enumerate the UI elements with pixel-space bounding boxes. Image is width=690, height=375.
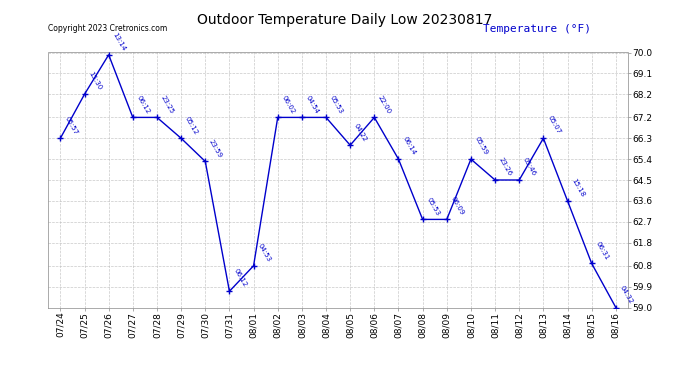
Text: 15:30: 15:30 (88, 71, 103, 92)
Text: 05:12: 05:12 (184, 115, 199, 135)
Text: 04:53: 04:53 (257, 243, 272, 263)
Text: 06:09: 06:09 (450, 196, 465, 217)
Text: 23:59: 23:59 (208, 138, 224, 159)
Text: 04:54: 04:54 (305, 94, 320, 115)
Text: 05:53: 05:53 (329, 94, 344, 115)
Text: 05:46: 05:46 (522, 157, 538, 177)
Text: 15:18: 15:18 (571, 177, 586, 198)
Text: 04:32: 04:32 (619, 284, 634, 305)
Text: Outdoor Temperature Daily Low 20230817: Outdoor Temperature Daily Low 20230817 (197, 13, 493, 27)
Text: Temperature (°F): Temperature (°F) (483, 24, 591, 34)
Text: 23:25: 23:25 (160, 94, 175, 115)
Text: 22:00: 22:00 (377, 94, 393, 115)
Text: 05:53: 05:53 (426, 196, 441, 217)
Text: 23:26: 23:26 (498, 157, 513, 177)
Text: 13:14: 13:14 (112, 32, 127, 52)
Text: 04:22: 04:22 (353, 122, 368, 142)
Text: 05:07: 05:07 (546, 115, 562, 135)
Text: 06:02: 06:02 (281, 94, 296, 115)
Text: 06:31: 06:31 (595, 240, 610, 261)
Text: 06:12: 06:12 (136, 94, 151, 115)
Text: 06:14: 06:14 (402, 136, 417, 156)
Text: Copyright 2023 Cretronics.com: Copyright 2023 Cretronics.com (48, 24, 168, 33)
Text: 06:12: 06:12 (233, 268, 248, 288)
Text: 05:57: 05:57 (63, 115, 79, 135)
Text: 05:59: 05:59 (474, 136, 489, 156)
